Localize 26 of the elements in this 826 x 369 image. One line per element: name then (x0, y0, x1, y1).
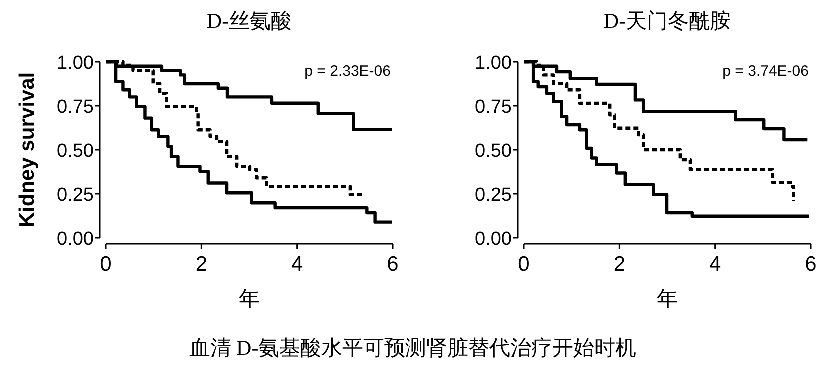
x-tick-label: 0 (518, 253, 530, 276)
x-tick-label: 0 (100, 253, 112, 276)
x-axis-title: 年 (239, 288, 260, 311)
y-axis-title: Kidney survival (16, 72, 39, 228)
y-tick-label: 1.00 (475, 53, 512, 74)
y-tick-label: 0.50 (57, 141, 94, 162)
x-tick-label: 6 (387, 253, 399, 276)
x-tick-label: 4 (291, 253, 304, 276)
text: 血清 D-氨基酸水平可预测肾脏替代治疗开始时机 (189, 336, 637, 360)
y-tick-label: 0.25 (57, 185, 94, 206)
y-tick-label: 0.50 (475, 141, 512, 162)
chart-title: D-天门冬酰胺 (604, 9, 732, 33)
x-tick-label: 2 (196, 253, 208, 276)
y-tick-label: 0.00 (57, 229, 94, 250)
x-tick-label: 2 (614, 253, 626, 276)
x-tick-label: 4 (709, 253, 722, 276)
annotation: p = 2.33E-06 (304, 63, 391, 80)
y-tick-label: 0.75 (57, 97, 94, 118)
annotation: p = 3.74E-06 (722, 63, 809, 80)
y-tick-label: 0.75 (475, 97, 512, 118)
y-tick-label: 1.00 (57, 53, 94, 74)
y-tick-label: 0.00 (475, 229, 512, 250)
y-tick-label: 0.25 (475, 185, 512, 206)
x-tick-label: 6 (805, 253, 817, 276)
chart-title: D-丝氨酸 (206, 9, 292, 33)
x-axis-title: 年 (657, 288, 678, 311)
